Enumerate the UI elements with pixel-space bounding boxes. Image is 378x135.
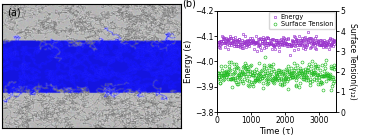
Energy — [215, 43, 220, 45]
Surface Tension — [287, 70, 291, 72]
Energy — [310, 42, 314, 43]
Energy — [312, 42, 317, 44]
Line: Energy: Energy — [217, 31, 336, 56]
Energy — [306, 31, 310, 33]
Energy — [286, 39, 291, 40]
Legend: Energy, Surface Tension: Energy, Surface Tension — [269, 12, 335, 29]
Surface Tension — [318, 69, 322, 71]
X-axis label: Time (τ): Time (τ) — [260, 127, 294, 135]
Energy — [288, 54, 292, 56]
Text: (b): (b) — [182, 0, 195, 9]
Surface Tension — [215, 78, 220, 80]
Surface Tension — [232, 77, 237, 79]
Surface Tension — [333, 67, 337, 68]
Surface Tension — [321, 89, 325, 91]
Surface Tension — [309, 72, 314, 74]
Surface Tension — [312, 72, 316, 74]
Energy — [333, 40, 337, 41]
Y-axis label: Surface Tension(γ₁₂): Surface Tension(γ₁₂) — [348, 23, 357, 100]
Text: (a): (a) — [7, 8, 21, 18]
Surface Tension — [237, 77, 241, 79]
Line: Surface Tension: Surface Tension — [216, 56, 336, 91]
Surface Tension — [263, 56, 268, 58]
Energy — [237, 41, 241, 43]
Energy — [232, 36, 237, 37]
Energy — [318, 43, 322, 44]
Y-axis label: Energy (ε): Energy (ε) — [184, 40, 193, 83]
